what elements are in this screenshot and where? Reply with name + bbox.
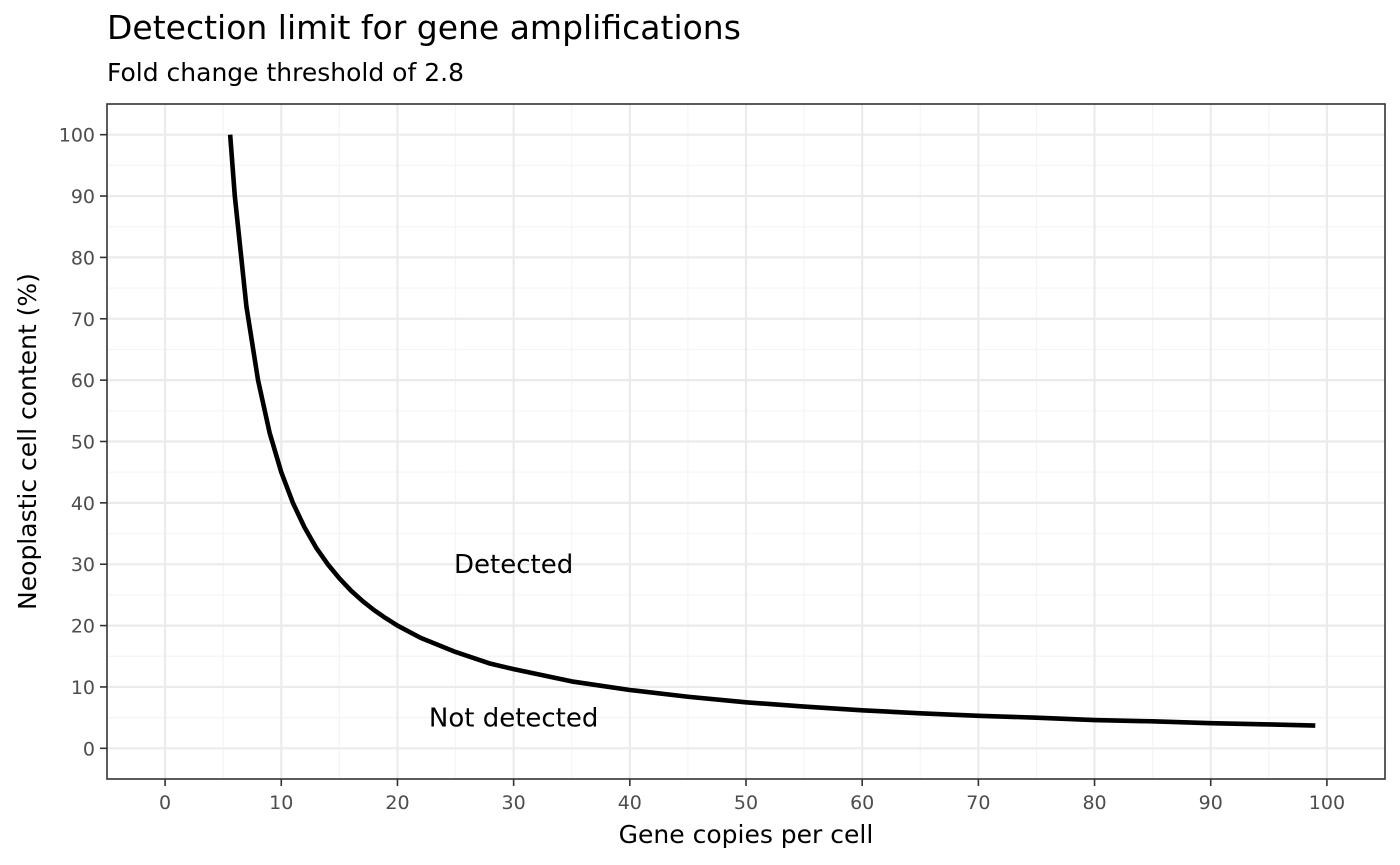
y-tick-label: 40 bbox=[71, 493, 95, 515]
y-axis-title: Neoplastic cell content (%) bbox=[13, 273, 42, 610]
x-tick-label: 60 bbox=[850, 792, 874, 814]
axis-ticks: 0 10 20 30 40 50 60 70 80 90 100 0 10 20 30 40 50 60 70 80 9… bbox=[59, 125, 1345, 814]
series-layer bbox=[227, 134, 1316, 728]
y-tick-label: 70 bbox=[71, 309, 95, 331]
y-tick-label: 50 bbox=[71, 432, 95, 454]
x-tick-label: 90 bbox=[1199, 792, 1223, 814]
x-axis-title: Gene copies per cell bbox=[619, 820, 874, 849]
x-tick-label: 40 bbox=[618, 792, 642, 814]
chart-title: Detection limit for gene amplifications bbox=[107, 8, 741, 47]
detection-limit-curve bbox=[227, 134, 1316, 728]
annotation-label: Not detected bbox=[429, 704, 599, 734]
y-tick-label: 30 bbox=[71, 554, 95, 576]
x-tick-label: 100 bbox=[1309, 792, 1345, 814]
y-tick-label: 60 bbox=[71, 370, 95, 392]
annotation-label: Detected bbox=[454, 550, 573, 580]
y-tick-label: 10 bbox=[71, 677, 95, 699]
x-tick-label: 80 bbox=[1082, 792, 1106, 814]
chart-subtitle: Fold change threshold of 2.8 bbox=[107, 58, 464, 87]
y-tick-label: 100 bbox=[59, 125, 95, 147]
x-tick-label: 0 bbox=[159, 792, 171, 814]
y-tick-label: 80 bbox=[71, 247, 95, 269]
x-tick-label: 20 bbox=[385, 792, 409, 814]
x-tick-label: 50 bbox=[734, 792, 758, 814]
annotations: Detected Not detected bbox=[429, 550, 599, 733]
y-tick-label: 90 bbox=[71, 186, 95, 208]
x-tick-label: 30 bbox=[502, 792, 526, 814]
grid-lines bbox=[107, 104, 1385, 779]
y-tick-label: 0 bbox=[83, 738, 95, 760]
y-tick-label: 20 bbox=[71, 616, 95, 638]
x-tick-label: 70 bbox=[966, 792, 990, 814]
x-tick-label: 10 bbox=[269, 792, 293, 814]
